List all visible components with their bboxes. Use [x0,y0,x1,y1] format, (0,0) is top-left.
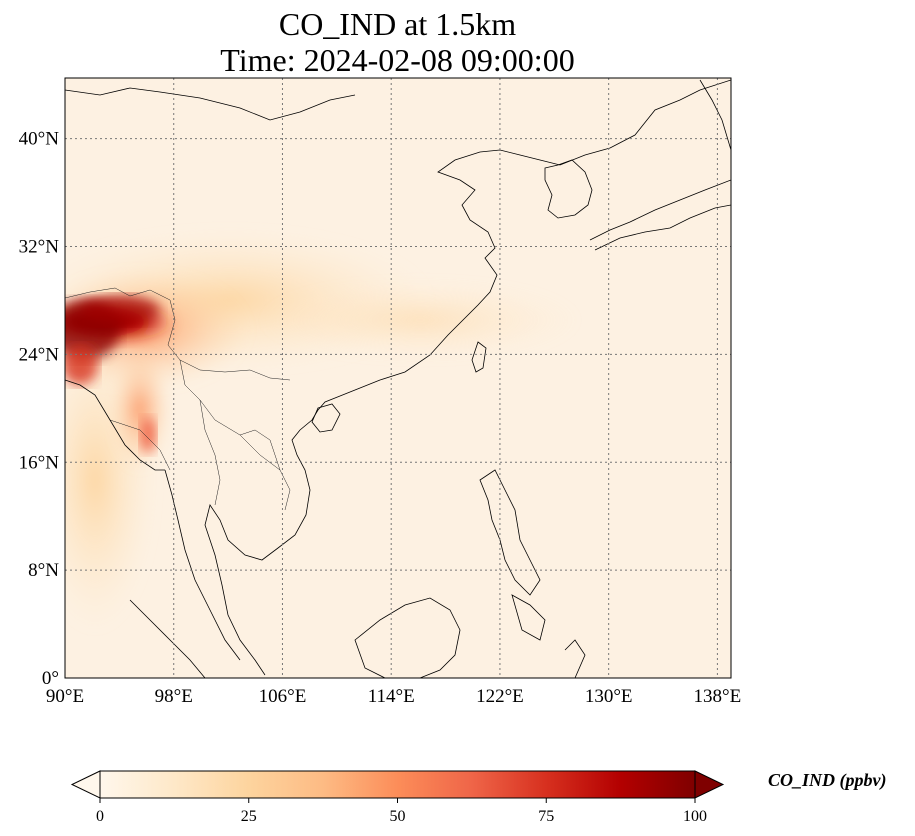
coastlines [65,79,731,678]
colorbar-label: CO_IND (ppbv) [768,770,887,790]
x-tick-label: 122°E [476,686,524,707]
colorbar-tick-label: 75 [538,808,554,825]
x-tick-label: 98°E [155,686,193,707]
map-frame [64,77,732,679]
map-title: CO_IND at 1.5km [278,6,517,42]
map-subtitle-time: Time: 2024-02-08 09:00:00 [220,42,575,78]
gridlines [65,78,731,678]
colorbar-gradient [100,771,695,798]
x-tick-label: 106°E [259,686,307,707]
y-tick-label: 40°N [19,129,60,150]
x-axis-ticks: 90°E 98°E 106°E 114°E 122°E 130°E 138°E [46,686,741,707]
y-tick-label: 24°N [19,344,60,365]
colorbar: 0 25 50 75 100 [70,770,725,825]
x-tick-label: 90°E [46,686,84,707]
colorbar-tick-label: 25 [241,808,257,825]
colorbar-tick-label: 0 [96,808,104,825]
colorbar-extend-max [694,770,725,799]
colorbar-tick-label: 100 [683,808,707,825]
x-tick-label: 114°E [368,686,415,707]
y-tick-label: 8°N [28,560,59,581]
y-tick-label: 0° [42,668,59,689]
co-plumes [65,230,580,630]
colorbar-ticks: 0 25 50 75 100 [96,798,707,825]
colorbar-extend-min [70,770,101,799]
colorbar-tick-label: 50 [390,808,406,825]
x-tick-label: 138°E [694,686,742,707]
y-axis-ticks: 0° 8°N 16°N 24°N 32°N 40°N [19,129,60,689]
y-tick-label: 32°N [19,237,60,258]
x-tick-label: 130°E [585,686,633,707]
country-borders [65,287,291,511]
y-tick-label: 16°N [19,452,60,473]
